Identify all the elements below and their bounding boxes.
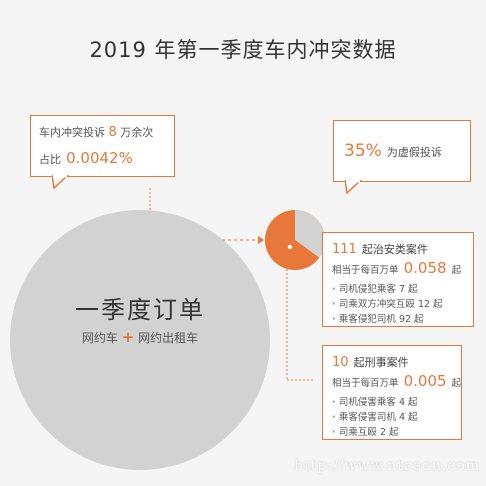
security-rate-value: 0.058 — [403, 259, 447, 277]
pie-fake-slice — [295, 210, 325, 258]
fake-callout-tail — [345, 180, 363, 194]
security-list: 司机侵犯乘客 7 起 司乘双方冲突互殴 12 起 乘客侵犯司机 92 起 — [332, 282, 443, 327]
criminal-list: 司机侵害乘客 4 起 乘客侵害司机 4 起 司乘互殴 2 起 — [332, 395, 418, 440]
complaints-line1: 车内冲突投诉 8 万余次 — [39, 124, 153, 140]
list-item: 司机侵害乘客 4 起 — [332, 395, 418, 410]
criminal-rate-label: 相当于每百万单 — [332, 378, 399, 389]
criminal-count: 10 — [332, 355, 349, 370]
criminal-rate-unit: 起 — [451, 378, 462, 389]
complaints-line2: 占比 0.0042% — [39, 148, 133, 167]
security-label: 起治安类案件 — [361, 243, 428, 256]
complaints-count: 8 — [108, 125, 117, 140]
list-item: 乘客侵害司机 4 起 — [332, 410, 418, 425]
complaints-callout: 车内冲突投诉 8 万余次 占比 0.0042% — [30, 115, 175, 177]
fake-share-pie — [265, 210, 325, 270]
plus-sign: + — [121, 328, 135, 346]
criminal-rate-value: 0.005 — [403, 372, 447, 390]
criminal-heading: 10 起刑事案件 — [332, 351, 409, 370]
fake-label: 为虚假投诉 — [386, 146, 442, 159]
fake-callout: 35% 为虚假投诉 — [333, 120, 471, 182]
fake-percent: 35% — [344, 141, 382, 161]
complaints-label: 车内冲突投诉 — [39, 126, 105, 139]
security-callout: 111 起治安类案件 相当于每百万单 0.058 起 司机侵犯乘客 7 起 司乘… — [322, 232, 474, 327]
orders-subtitle: 网约车 + 网约出租车 — [10, 328, 270, 346]
security-count: 111 — [332, 242, 357, 257]
orders-part2: 网约出租车 — [138, 331, 199, 345]
security-rate-label: 相当于每百万单 — [332, 265, 399, 276]
arrow-head — [258, 236, 264, 244]
ratio-label: 占比 — [39, 153, 61, 166]
criminal-label: 起刑事案件 — [353, 356, 409, 369]
complaints-callout-tail — [52, 175, 70, 189]
page-title: 2019 年第一季度车内冲突数据 — [89, 38, 397, 62]
orders-title: 一季度订单 — [75, 296, 205, 324]
list-item: 司乘双方冲突互殴 12 起 — [332, 297, 443, 312]
orders-circle — [10, 210, 270, 470]
list-item: 司乘互殴 2 起 — [332, 425, 418, 440]
security-rate-unit: 起 — [451, 265, 462, 276]
list-item: 司机侵犯乘客 7 起 — [332, 282, 443, 297]
watermark: http://www.ntcedu.com — [294, 458, 480, 474]
security-rate: 相当于每百万单 0.058 起 — [332, 258, 461, 277]
ratio-value: 0.0042% — [66, 149, 133, 167]
complaints-unit: 万余次 — [120, 126, 154, 139]
fake-line: 35% 为虚假投诉 — [344, 141, 442, 161]
pie-dot — [287, 244, 293, 250]
criminal-rate: 相当于每百万单 0.005 起 — [332, 371, 461, 390]
list-item: 乘客侵犯司机 92 起 — [332, 312, 443, 327]
criminal-callout: 10 起刑事案件 相当于每百万单 0.005 起 司机侵害乘客 4 起 乘客侵害… — [322, 345, 462, 440]
orders-part1: 网约车 — [81, 331, 118, 345]
security-heading: 111 起治安类案件 — [332, 238, 428, 257]
